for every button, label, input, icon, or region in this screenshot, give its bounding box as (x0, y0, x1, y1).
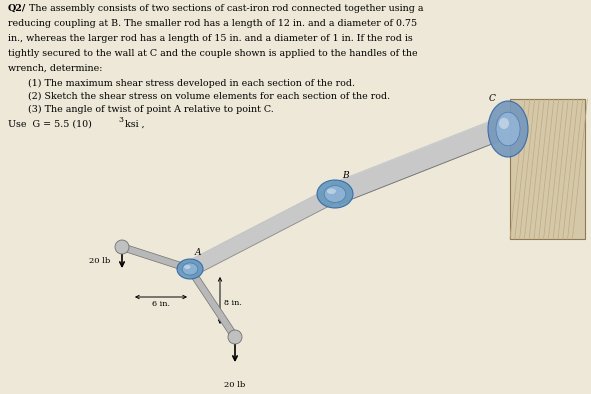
Ellipse shape (488, 101, 528, 157)
Ellipse shape (499, 118, 509, 129)
Text: Use  G = 5.5 (10): Use G = 5.5 (10) (8, 120, 92, 129)
Text: 20 lb: 20 lb (225, 381, 246, 389)
Text: Q2/: Q2/ (8, 4, 27, 13)
Ellipse shape (115, 240, 129, 254)
Text: 3: 3 (118, 116, 123, 124)
Polygon shape (331, 119, 504, 204)
Ellipse shape (228, 330, 242, 344)
Bar (510, 99, 585, 239)
Text: 6 in.: 6 in. (152, 300, 170, 308)
Polygon shape (187, 267, 238, 339)
Ellipse shape (184, 265, 191, 269)
Ellipse shape (182, 263, 198, 275)
Text: (1) The maximum shear stress developed in each section of the rod.: (1) The maximum shear stress developed i… (28, 79, 355, 88)
Polygon shape (186, 187, 339, 276)
Polygon shape (121, 243, 191, 272)
Text: reducing coupling at B. The smaller rod has a length of 12 in. and a diameter of: reducing coupling at B. The smaller rod … (8, 19, 417, 28)
Text: 20 lb: 20 lb (89, 257, 111, 265)
Text: B: B (342, 171, 348, 180)
Text: (2) Sketch the shear stress on volume elements for each section of the rod.: (2) Sketch the shear stress on volume el… (28, 92, 390, 101)
Ellipse shape (177, 259, 203, 279)
Text: A: A (195, 248, 202, 257)
Ellipse shape (317, 180, 353, 208)
Text: ksi ,: ksi , (125, 120, 145, 129)
Ellipse shape (327, 188, 336, 194)
Text: C: C (489, 94, 495, 103)
Text: 8 in.: 8 in. (224, 299, 242, 307)
Text: wrench, determine:: wrench, determine: (8, 64, 102, 73)
Ellipse shape (496, 112, 520, 146)
Ellipse shape (324, 186, 346, 203)
Text: tightly secured to the wall at C and the couple shown is applied to the handles : tightly secured to the wall at C and the… (8, 49, 418, 58)
Text: in., whereas the larger rod has a length of 15 in. and a diameter of 1 in. If th: in., whereas the larger rod has a length… (8, 34, 413, 43)
Text: The assembly consists of two sections of cast-iron rod connected together using : The assembly consists of two sections of… (26, 4, 424, 13)
Text: (3) The angle of twist of point A relative to point C.: (3) The angle of twist of point A relati… (28, 105, 274, 114)
